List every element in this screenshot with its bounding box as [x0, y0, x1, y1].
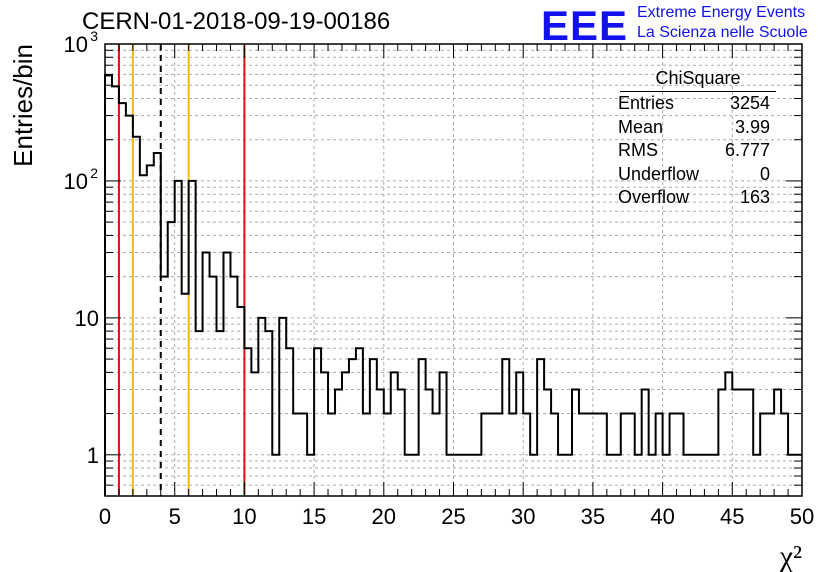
stats-label: Overflow — [618, 187, 690, 207]
y-tick-label: 1 — [87, 443, 99, 468]
x-tick-label: 45 — [720, 504, 744, 529]
stats-row-underflow: Underflow 0 — [612, 163, 776, 187]
stats-label: Underflow — [618, 163, 700, 184]
x-tick-label: 0 — [99, 504, 111, 529]
stats-label: RMS — [618, 140, 658, 160]
chart-title: CERN-01-2018-09-19-00186 — [82, 8, 391, 35]
x-axis-label: χ² — [779, 540, 802, 572]
stats-title: ChiSquare — [620, 68, 776, 92]
x-tick-label: 20 — [372, 504, 396, 529]
logo-line-1: Extreme Energy Events — [637, 4, 806, 21]
y-tick-label: 10 — [64, 169, 88, 194]
logo-line-2: La Scienza nelle Scuole — [637, 24, 808, 41]
stats-label: Entries — [618, 93, 675, 113]
y-tick-label: 10 — [75, 306, 99, 331]
stats-row-rms: RMS 6.777 — [612, 139, 776, 163]
x-tick-label: 40 — [650, 504, 674, 529]
stats-row-entries: Entries 3254 — [612, 92, 776, 116]
stats-row-overflow: Overflow 163 — [612, 186, 776, 210]
x-tick-label: 15 — [302, 504, 326, 529]
x-tick-label: 25 — [441, 504, 465, 529]
stats-label: Mean — [618, 116, 664, 137]
stats-value: 3.99 — [734, 116, 770, 137]
x-tick-label: 50 — [790, 504, 814, 529]
stats-value: 163 — [739, 187, 770, 207]
x-tick-label: 5 — [169, 504, 181, 529]
y-tick-label: 10 — [64, 32, 88, 57]
stats-row-mean: Mean 3.99 — [612, 116, 776, 140]
x-tick-label: 10 — [232, 504, 256, 529]
histogram-line — [104, 74, 802, 496]
stats-value: 3254 — [729, 93, 770, 113]
x-tick-label: 30 — [511, 504, 535, 529]
stats-value: 0 — [759, 163, 770, 184]
stats-box: ChiSquare Entries 3254 Mean 3.99 RMS 6.777 … — [612, 68, 776, 210]
y-tick-exponent: 2 — [90, 165, 98, 181]
x-tick-label: 35 — [581, 504, 605, 529]
eee-logo: EEE — [541, 2, 629, 49]
y-tick-exponent: 3 — [90, 28, 98, 44]
stats-value: 6.777 — [724, 140, 770, 160]
y-axis-label: Entries/bin — [8, 44, 38, 167]
